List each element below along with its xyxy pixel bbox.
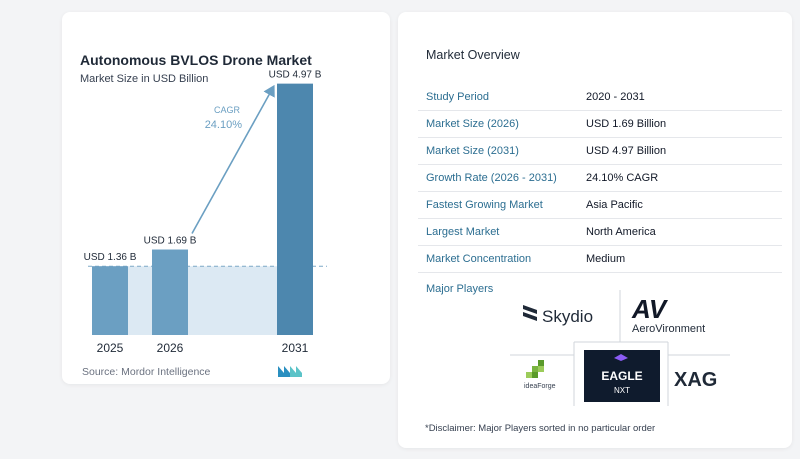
overview-table: Study Period 2020 - 2031 Market Size (202… bbox=[418, 84, 782, 273]
ideaforge-logo: ideaForge bbox=[524, 360, 556, 390]
cagr-value: 24.10% bbox=[205, 119, 243, 131]
disclaimer-text: *Disclaimer: Major Players sorted in no … bbox=[425, 423, 656, 434]
skydio-mark-icon bbox=[523, 305, 537, 321]
aerovironment-logo-text: AeroVironment bbox=[632, 323, 705, 335]
bar-chart: USD 1.36 B 2025 USD 1.69 B 2026 USD 4.97 B 20… bbox=[84, 70, 327, 355]
skydio-logo: Skydio bbox=[523, 305, 593, 326]
cagr-arrow bbox=[191, 84, 275, 234]
skydio-logo-text: Skydio bbox=[542, 307, 593, 326]
table-row: Market Size (2026) USD 1.69 Billion bbox=[418, 111, 782, 138]
ideaforge-logo-text: ideaForge bbox=[524, 383, 556, 390]
mordor-logo-icon bbox=[278, 366, 302, 377]
eagle-logo-text: EAGLE bbox=[601, 369, 642, 383]
nxt-logo-text: NXT bbox=[614, 386, 630, 395]
row-key: Market Size (2031) bbox=[426, 145, 519, 157]
table-row: Market Size (2031) USD 4.97 Billion bbox=[418, 138, 782, 165]
row-value: USD 1.69 Billion bbox=[586, 118, 667, 130]
av-mark-text: AV bbox=[631, 294, 669, 324]
row-key: Growth Rate (2026 - 2031) bbox=[426, 172, 557, 184]
xag-logo: XAG bbox=[674, 369, 717, 391]
bar bbox=[92, 266, 128, 335]
row-value: USD 4.97 Billion bbox=[586, 145, 667, 157]
data-label: USD 1.36 B bbox=[84, 252, 137, 263]
row-key: Largest Market bbox=[426, 226, 500, 238]
major-players-title: Major Players bbox=[426, 283, 494, 295]
chart-subtitle: Market Size in USD Billion bbox=[80, 73, 209, 85]
table-row: Largest Market North America bbox=[418, 219, 782, 246]
row-value: Asia Pacific bbox=[586, 199, 643, 211]
row-key: Market Size (2026) bbox=[426, 118, 519, 130]
cagr-label: CAGR bbox=[214, 105, 241, 115]
row-key: Market Concentration bbox=[426, 253, 532, 265]
row-value: 2020 - 2031 bbox=[586, 91, 645, 103]
eagle-mark-icon bbox=[614, 354, 628, 361]
aerovironment-logo: AV AeroVironment bbox=[631, 294, 705, 335]
x-tick-label: 2026 bbox=[157, 341, 184, 355]
overview-title: Market Overview bbox=[426, 48, 520, 62]
x-tick-label: 2025 bbox=[97, 341, 124, 355]
row-value: Medium bbox=[586, 253, 626, 265]
row-key: Study Period bbox=[426, 91, 489, 103]
row-value: North America bbox=[586, 226, 656, 238]
player-logos-grid: Skydio AV AeroVironment ideaForge EAGLE … bbox=[510, 290, 730, 406]
table-row: Growth Rate (2026 - 2031) 24.10% CAGR bbox=[418, 165, 782, 192]
chart-title: Autonomous BVLOS Drone Market bbox=[80, 52, 312, 68]
data-label: USD 4.97 B bbox=[269, 70, 322, 81]
row-value: 24.10% CAGR bbox=[586, 172, 659, 184]
x-tick-label: 2031 bbox=[282, 341, 309, 355]
bar bbox=[277, 83, 313, 335]
table-row: Study Period 2020 - 2031 bbox=[418, 84, 782, 111]
table-row: Market Concentration Medium bbox=[418, 246, 782, 273]
bar bbox=[152, 249, 188, 335]
baseline-band bbox=[92, 266, 313, 335]
source-text: Source: Mordor Intelligence bbox=[82, 366, 211, 378]
eagle-nxt-logo: EAGLE NXT bbox=[584, 350, 660, 402]
table-row: Fastest Growing Market Asia Pacific bbox=[418, 192, 782, 219]
row-key: Fastest Growing Market bbox=[426, 199, 543, 211]
data-label: USD 1.69 B bbox=[144, 236, 197, 247]
